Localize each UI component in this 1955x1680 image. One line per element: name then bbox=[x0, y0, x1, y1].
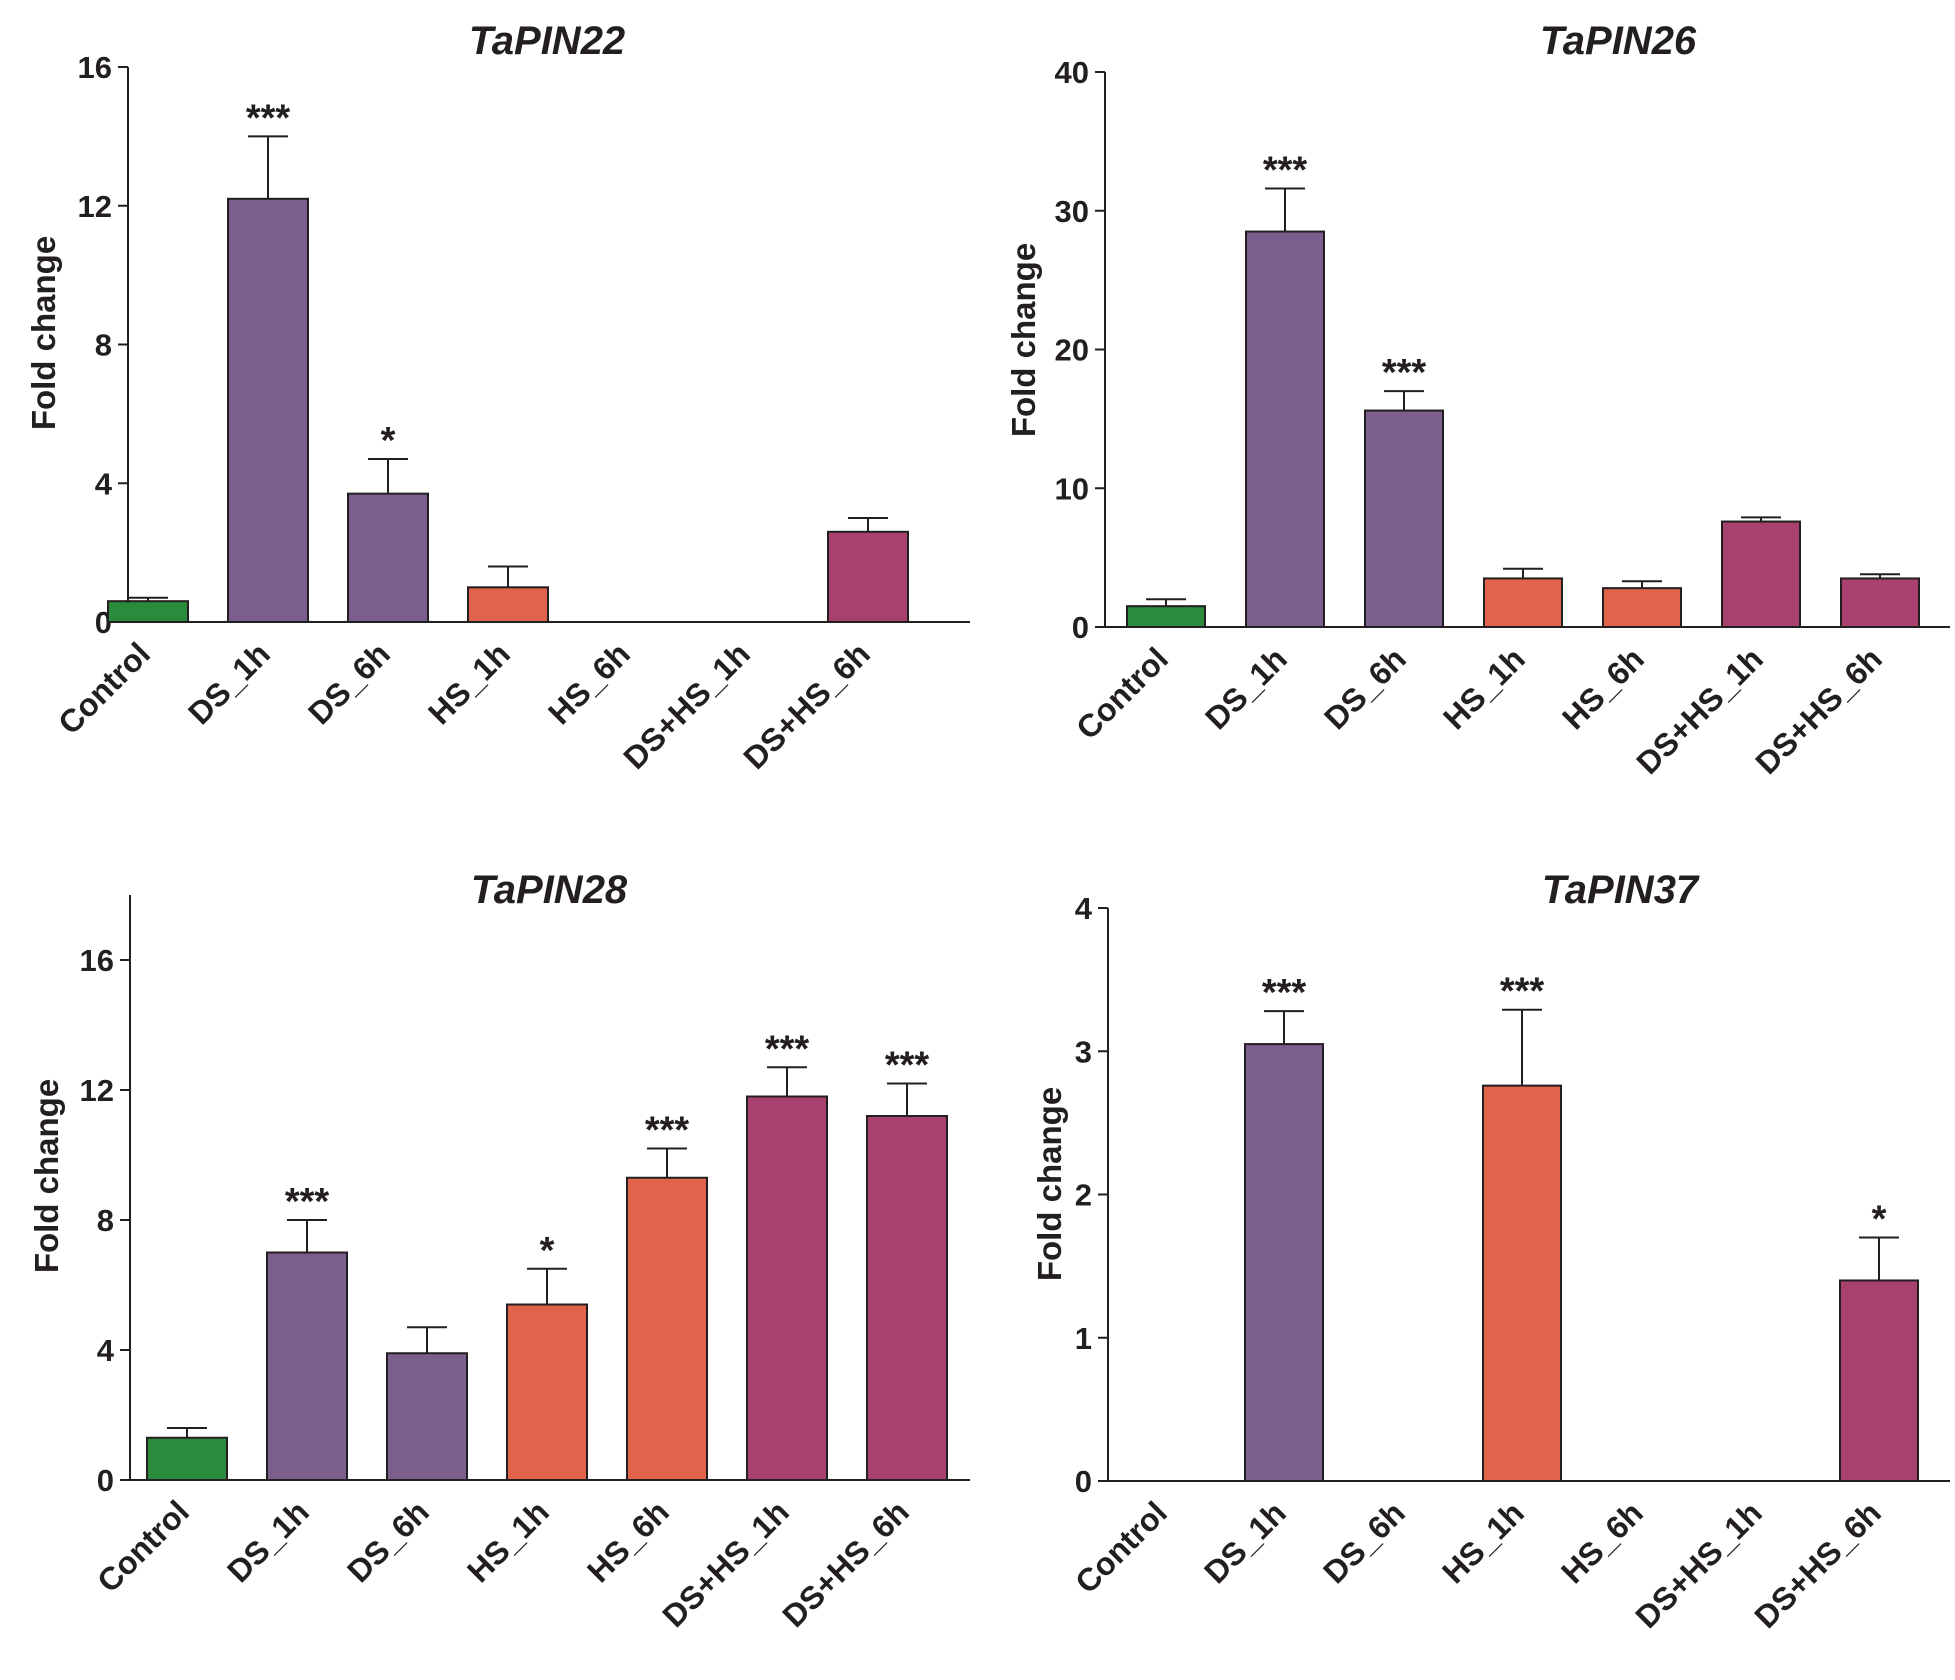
x-tick-label: DS+HS_1h bbox=[1628, 1494, 1769, 1635]
x-tick-label: HS_6h bbox=[1555, 640, 1651, 736]
significance-marker: *** bbox=[765, 1028, 810, 1070]
bar-control bbox=[1126, 605, 1206, 628]
bar-hs-1h bbox=[506, 1303, 588, 1481]
bar-ds-6h bbox=[386, 1352, 468, 1481]
significance-marker: *** bbox=[1262, 972, 1307, 1014]
y-tick-label: 2 bbox=[1075, 1178, 1092, 1213]
significance-marker: *** bbox=[1500, 971, 1545, 1013]
x-tick-label: Control bbox=[51, 635, 157, 741]
chart-title: TaPIN37 bbox=[1542, 868, 1700, 912]
bar-hs-1h bbox=[1483, 577, 1563, 628]
significance-marker: * bbox=[1872, 1198, 1887, 1240]
bar-hs-1h bbox=[1482, 1084, 1562, 1482]
bar-ds-hs-1h bbox=[1721, 520, 1801, 628]
y-tick-label: 10 bbox=[1055, 471, 1089, 506]
x-tick-label: Control bbox=[1068, 1494, 1174, 1600]
x-tick-label: DS+HS_6h bbox=[736, 635, 877, 776]
significance-marker: * bbox=[381, 420, 396, 462]
panel-tapin28: TaPIN28 Fold change 0 4 8 12 16 Control *** DS_… bbox=[28, 868, 970, 1634]
y-tick-label: 16 bbox=[78, 50, 112, 85]
y-tick-label: 8 bbox=[95, 328, 112, 363]
chart-title: TaPIN22 bbox=[469, 19, 625, 63]
x-tick-label: HS_6h bbox=[580, 1493, 676, 1589]
significance-marker: *** bbox=[645, 1110, 690, 1152]
y-tick-label: 12 bbox=[80, 1073, 114, 1108]
chart-title: TaPIN28 bbox=[471, 868, 628, 912]
significance-marker: * bbox=[540, 1230, 555, 1272]
x-tick-label: DS_1h bbox=[1197, 1494, 1293, 1590]
bar-ds-1h bbox=[1244, 1043, 1324, 1483]
x-tick-label: HS_1h bbox=[1435, 1494, 1531, 1590]
x-tick-label: DS+HS_6h bbox=[775, 1493, 916, 1634]
x-tick-label: HS_6h bbox=[1554, 1494, 1650, 1590]
y-tick-label: 16 bbox=[80, 943, 114, 978]
x-tick-label: DS_6h bbox=[1316, 1494, 1412, 1590]
x-tick-label: HS_1h bbox=[460, 1493, 556, 1589]
x-tick-label: DS_6h bbox=[301, 635, 397, 731]
bar-ds-1h bbox=[227, 197, 309, 623]
significance-marker: *** bbox=[285, 1181, 330, 1223]
bar-hs-1h bbox=[467, 586, 549, 623]
chart-title: TaPIN26 bbox=[1540, 19, 1697, 63]
bar-ds-hs-6h bbox=[1840, 577, 1920, 628]
x-tick-label: DS+HS_6h bbox=[1747, 1494, 1888, 1635]
x-tick-label: DS+HS_6h bbox=[1748, 640, 1889, 781]
x-tick-label: DS+HS_1h bbox=[1629, 640, 1770, 781]
bar-ds-hs-6h bbox=[866, 1115, 948, 1481]
x-tick-label: DS+HS_1h bbox=[616, 635, 757, 776]
x-tick-label: DS_1h bbox=[181, 635, 277, 731]
panel-tapin26: TaPIN26 Fold change 0 10 20 30 40 Control *** D… bbox=[1005, 19, 1950, 781]
significance-marker: *** bbox=[246, 97, 291, 139]
bar-control bbox=[146, 1436, 228, 1481]
bar-hs-6h bbox=[1602, 587, 1682, 629]
bar-control bbox=[107, 600, 189, 623]
y-tick-label: 3 bbox=[1075, 1034, 1092, 1069]
x-tick-label: Control bbox=[1069, 640, 1175, 746]
bar-ds-1h bbox=[266, 1251, 348, 1481]
x-tick-label: DS+HS_1h bbox=[655, 1493, 796, 1634]
x-tick-label: HS_1h bbox=[421, 635, 517, 731]
significance-marker: *** bbox=[1263, 150, 1308, 192]
y-axis-label: Fold change bbox=[1005, 243, 1042, 437]
bar-ds-1h bbox=[1245, 230, 1325, 628]
y-tick-label: 4 bbox=[95, 466, 113, 501]
x-tick-label: DS_6h bbox=[340, 1493, 436, 1589]
y-tick-label: 40 bbox=[1055, 55, 1089, 90]
y-tick-label: 4 bbox=[97, 1333, 115, 1368]
y-axis-label: Fold change bbox=[28, 1079, 65, 1273]
panel-tapin37: TaPIN37 Fold change 0 1 2 3 4 Control *** DS_1h… bbox=[1031, 868, 1950, 1635]
y-tick-label: 12 bbox=[78, 189, 112, 224]
x-tick-label: DS_1h bbox=[1198, 640, 1294, 736]
x-tick-label: Control bbox=[90, 1493, 196, 1599]
panel-tapin22: TaPIN22 Fold change 0481216Control***DS_… bbox=[25, 19, 970, 776]
bar-ds-6h bbox=[1364, 409, 1444, 628]
y-axis-label: Fold change bbox=[25, 236, 62, 430]
y-tick-label: 1 bbox=[1075, 1321, 1092, 1356]
y-tick-label: 20 bbox=[1055, 333, 1089, 368]
bar-hs-6h bbox=[626, 1176, 708, 1481]
y-tick-label: 4 bbox=[1075, 891, 1093, 926]
significance-marker: *** bbox=[1382, 352, 1427, 394]
x-tick-label: DS_1h bbox=[220, 1493, 316, 1589]
x-tick-label: DS_6h bbox=[1317, 640, 1413, 736]
y-tick-label: 30 bbox=[1055, 194, 1089, 229]
x-tick-label: HS_6h bbox=[541, 635, 637, 731]
bar-ds-hs-1h bbox=[746, 1095, 828, 1481]
y-tick-label: 0 bbox=[1072, 610, 1089, 645]
y-tick-label: 8 bbox=[97, 1203, 114, 1238]
y-tick-label: 0 bbox=[1075, 1464, 1092, 1499]
x-tick-label: HS_1h bbox=[1436, 640, 1532, 736]
significance-marker: *** bbox=[885, 1045, 930, 1087]
y-axis-label: Fold change bbox=[1031, 1087, 1068, 1281]
bar-ds-hs-6h bbox=[827, 530, 909, 623]
bar-ds-6h bbox=[347, 492, 429, 623]
y-tick-label: 0 bbox=[97, 1463, 114, 1498]
bar-ds-hs-6h bbox=[1839, 1279, 1919, 1482]
